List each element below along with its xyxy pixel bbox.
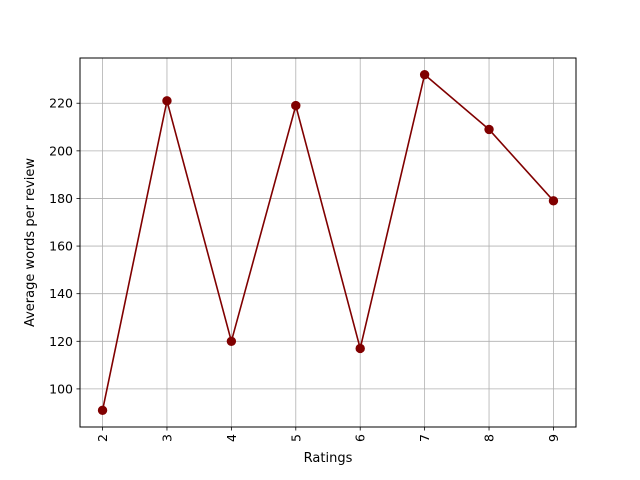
y-tick-label: 160 bbox=[49, 239, 73, 254]
y-tick-label: 220 bbox=[49, 96, 73, 111]
x-tick-label: 7 bbox=[417, 434, 432, 442]
x-tick-label: 8 bbox=[482, 434, 497, 442]
data-point-marker bbox=[226, 336, 237, 346]
y-tick-label: 200 bbox=[49, 143, 73, 158]
x-tick-label: 2 bbox=[95, 434, 110, 442]
grid-layer bbox=[80, 58, 576, 427]
series-layer bbox=[97, 69, 559, 416]
ticks-layer: 2 3 4 5 6 7 8 9 100 120 140 160 180 200 220 bbox=[49, 96, 561, 442]
series-line bbox=[101, 73, 555, 411]
x-tick-label: 3 bbox=[159, 434, 174, 442]
x-tick-label: 5 bbox=[288, 434, 303, 442]
y-tick-label: 140 bbox=[49, 286, 73, 301]
x-tick-label: 9 bbox=[546, 434, 561, 442]
y-axis-label: Average words per review bbox=[23, 158, 38, 327]
x-axis-label: Ratings bbox=[304, 451, 353, 466]
plot-frame bbox=[79, 57, 577, 428]
data-point-marker bbox=[97, 405, 108, 416]
data-point-marker bbox=[291, 100, 301, 111]
y-tick-label: 180 bbox=[49, 191, 73, 206]
y-tick-label: 120 bbox=[49, 334, 73, 349]
data-point-marker bbox=[162, 96, 172, 106]
x-tick-label: 4 bbox=[224, 434, 239, 442]
data-point-marker bbox=[419, 69, 430, 80]
data-point-marker bbox=[548, 196, 559, 206]
x-tick-label: 6 bbox=[353, 434, 368, 442]
y-tick-label: 100 bbox=[49, 381, 73, 396]
data-point-marker bbox=[355, 343, 365, 354]
data-point-marker bbox=[484, 124, 494, 135]
